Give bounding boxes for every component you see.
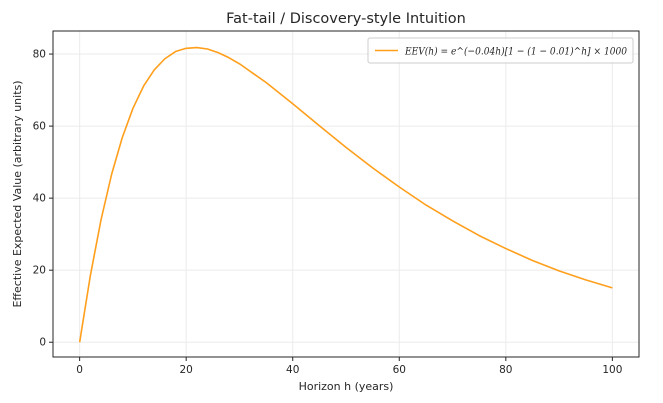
plot-frame	[52, 30, 640, 358]
series-line	[78, 46, 613, 343]
x-tick-label: 20	[179, 364, 192, 376]
grid	[53, 31, 639, 357]
x-tick-label: 60	[393, 364, 406, 376]
chart-title: Fat-tail / Discovery-style Intuition	[226, 11, 466, 27]
y-tick-label: 80	[33, 49, 46, 61]
y-tick-label: 60	[33, 121, 46, 133]
y-tick-label: 40	[33, 193, 46, 205]
legend-box	[367, 37, 634, 64]
y-tick-label: 0	[39, 337, 46, 349]
x-axis: 0 20 40 60 80 100	[76, 357, 622, 376]
y-axis-label: Effective Expected Value (arbitrary unit…	[11, 80, 24, 307]
series-layer	[78, 46, 613, 343]
x-tick-label: 80	[499, 364, 512, 376]
x-tick-label: 40	[286, 364, 299, 376]
x-axis-label: Horizon h (years)	[299, 380, 394, 393]
y-axis: 0 20 40 60 80	[33, 49, 53, 349]
legend-label: EEV(h) = e^(−0.04h)[1 − (1 − 0.01)^h] × …	[404, 46, 627, 58]
y-tick-label: 20	[33, 265, 46, 277]
x-tick-label: 0	[76, 364, 83, 376]
legend: EEV(h) = e^(−0.04h)[1 − (1 − 0.01)^h] × …	[367, 37, 634, 64]
x-tick-label: 100	[602, 364, 622, 376]
